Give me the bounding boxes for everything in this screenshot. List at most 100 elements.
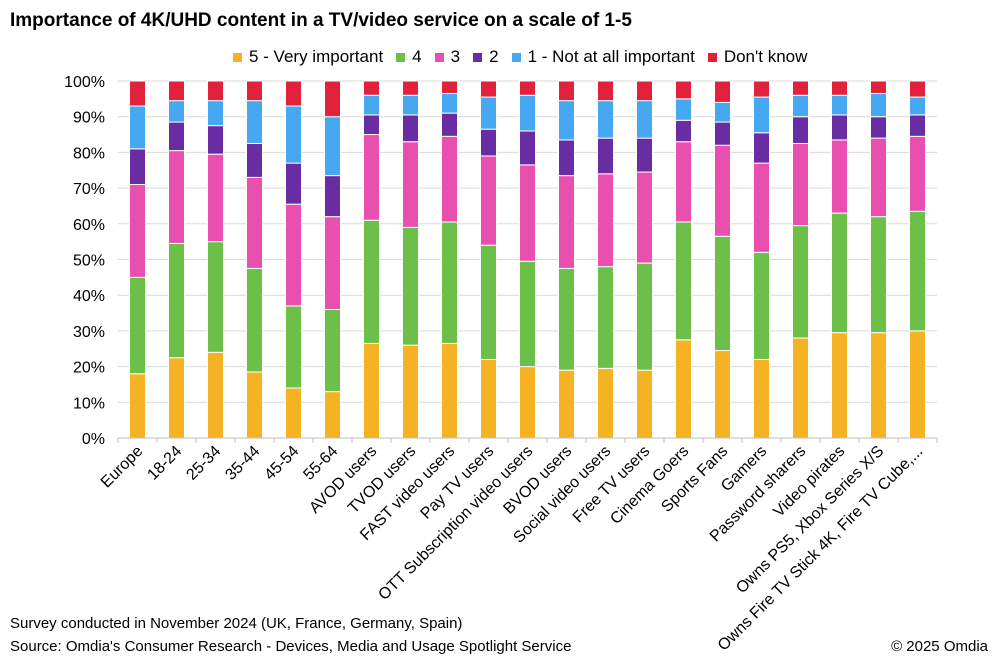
- legend-label: 1 - Not at all important: [527, 47, 695, 66]
- bar-segment: [831, 114, 848, 141]
- bar-segment: [207, 351, 224, 439]
- bar-segment: [792, 337, 809, 439]
- bar-segment: [675, 80, 692, 100]
- legend-item: 4: [396, 47, 422, 67]
- bar-segment: [285, 80, 302, 107]
- bar-segment: [168, 357, 185, 439]
- y-tick-label: 0%: [82, 431, 105, 448]
- bar-segment: [441, 221, 458, 344]
- legend-label: 5 - Very important: [249, 47, 384, 66]
- bar-segment: [870, 116, 887, 139]
- y-tick-label: 50%: [73, 253, 105, 270]
- bar-segment: [597, 367, 614, 439]
- bar-segment: [129, 276, 146, 375]
- bar-segment: [168, 121, 185, 152]
- legend-label: 4: [412, 47, 422, 66]
- x-tick-label: 18-24: [144, 443, 185, 484]
- bar-segment: [207, 153, 224, 243]
- bar-segment: [636, 369, 653, 439]
- bar-segment: [480, 96, 497, 130]
- bar-segment: [480, 244, 497, 360]
- bar-segment: [831, 212, 848, 334]
- x-tick-label: 35-44: [222, 443, 263, 484]
- bar-segment: [402, 226, 419, 346]
- legend-swatch: [707, 52, 717, 62]
- bar-segment: [441, 135, 458, 223]
- bar-segment: [597, 173, 614, 268]
- bar-segment: [597, 266, 614, 369]
- bar-segment: [480, 155, 497, 246]
- bar-segment: [792, 225, 809, 339]
- bar-segment: [597, 80, 614, 102]
- bar-segment: [363, 94, 380, 116]
- bar-segment: [558, 100, 575, 141]
- bar-layer: [129, 80, 926, 439]
- bar-segment: [792, 80, 809, 96]
- bar-segment: [480, 358, 497, 439]
- bar-segment: [129, 373, 146, 439]
- bar-segment: [519, 260, 536, 368]
- bar-segment: [714, 101, 731, 123]
- bar-segment: [675, 141, 692, 223]
- bar-segment: [402, 114, 419, 143]
- bar-segment: [558, 175, 575, 269]
- bar-segment: [870, 332, 887, 439]
- source-note: Source: Omdia's Consumer Research - Devi…: [10, 638, 572, 655]
- bar-segment: [324, 308, 341, 393]
- bar-segment: [246, 142, 263, 178]
- chart-title: Importance of 4K/UHD content in a TV/vid…: [10, 10, 632, 31]
- bar-segment: [441, 112, 458, 137]
- legend-item: 1 - Not at all important: [511, 47, 695, 67]
- bar-segment: [519, 366, 536, 439]
- bar-segment: [870, 216, 887, 334]
- bar-segment: [714, 121, 731, 146]
- y-tick-label: 90%: [73, 110, 105, 127]
- bar-segment: [519, 94, 536, 132]
- bar-segment: [207, 125, 224, 155]
- x-tick-label: 45-54: [261, 443, 302, 484]
- bar-segment: [753, 162, 770, 253]
- chart-legend: 5 - Very important 4 3 2 1 - Not at all impo…: [233, 45, 820, 69]
- bar-segment: [909, 80, 926, 98]
- bar-segment: [168, 100, 185, 123]
- bar-segment: [714, 80, 731, 103]
- bar-segment: [675, 339, 692, 439]
- legend-item: 3: [434, 47, 461, 67]
- bar-segment: [753, 80, 770, 98]
- bar-segment: [324, 175, 341, 218]
- bar-segment: [324, 391, 341, 439]
- bar-segment: [324, 216, 341, 310]
- bar-segment: [909, 330, 926, 439]
- bar-segment: [402, 80, 419, 96]
- bar-segment: [636, 262, 653, 371]
- bar-segment: [636, 100, 653, 139]
- bar-segment: [324, 116, 341, 177]
- bar-segment: [246, 176, 263, 269]
- bar-segment: [168, 80, 185, 102]
- y-tick-label: 20%: [73, 360, 105, 377]
- bar-segment: [909, 135, 926, 212]
- bar-segment: [597, 137, 614, 175]
- bar-segment: [714, 350, 731, 439]
- bar-segment: [402, 344, 419, 439]
- bar-segment: [636, 137, 653, 173]
- bar-segment: [636, 171, 653, 264]
- bar-segment: [129, 105, 146, 150]
- legend-label: 3: [450, 47, 461, 66]
- bar-segment: [597, 100, 614, 139]
- legend-label: 2: [489, 47, 499, 66]
- bar-segment: [402, 141, 419, 228]
- bar-segment: [402, 94, 419, 116]
- copyright-note: © 2025 Omdia: [891, 638, 988, 655]
- bar-segment: [285, 203, 302, 307]
- bar-segment: [558, 369, 575, 439]
- bar-segment: [441, 92, 458, 114]
- bar-segment: [831, 80, 848, 96]
- bar-segment: [363, 80, 380, 96]
- bar-segment: [909, 210, 926, 332]
- legend-item: Don't know: [707, 47, 807, 67]
- bar-segment: [753, 358, 770, 439]
- legend-swatch: [511, 52, 521, 62]
- bar-segment: [285, 387, 302, 439]
